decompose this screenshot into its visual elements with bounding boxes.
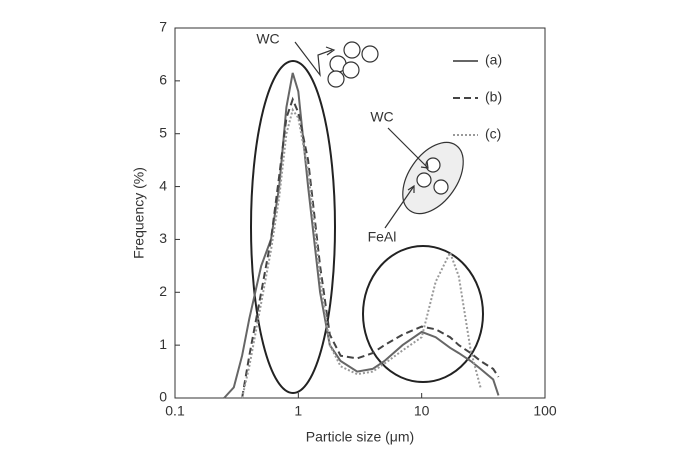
ellipse <box>250 60 336 394</box>
composite-particle <box>402 141 464 215</box>
feal-matrix <box>402 141 464 215</box>
arrow <box>294 41 333 78</box>
y-tick-label: 3 <box>159 230 167 246</box>
y-tick-label: 6 <box>159 72 167 88</box>
arrows <box>294 41 429 229</box>
plot-frame <box>174 27 546 399</box>
wc-particles <box>327 41 379 88</box>
y-tick-label: 4 <box>159 177 167 193</box>
particle <box>327 70 345 88</box>
series-line <box>223 72 500 399</box>
annotation: FeAl <box>368 229 397 245</box>
annotation-shapes <box>250 60 484 394</box>
y-tick-label: 5 <box>159 124 167 140</box>
y-axis-label: Frequency (%) <box>131 167 147 259</box>
arrow-head <box>407 184 415 193</box>
particle <box>433 179 449 195</box>
legend-label: (c) <box>485 126 501 142</box>
series-line <box>241 107 482 399</box>
arrow-head <box>420 160 429 169</box>
x-tick-label: 0.1 <box>165 403 185 419</box>
ellipse <box>362 245 484 383</box>
y-tick-label: 1 <box>159 336 167 352</box>
legend-label: (b) <box>485 89 502 105</box>
particle <box>361 45 379 63</box>
y-tick-label: 7 <box>159 19 167 35</box>
x-tick-label: 10 <box>414 403 430 419</box>
annotation: WC <box>256 31 279 47</box>
y-tick-label: 0 <box>159 389 167 405</box>
x-tick-label: 1 <box>294 403 302 419</box>
legend-label: (a) <box>485 52 502 68</box>
series-line <box>241 96 500 399</box>
x-tick-label: 100 <box>533 403 557 419</box>
arrow <box>384 185 415 229</box>
x-axis-label: Particle size (μm) <box>306 429 414 445</box>
particle <box>425 157 441 173</box>
y-tick-label: 2 <box>159 283 167 299</box>
arrow <box>387 127 429 169</box>
particle <box>343 41 361 59</box>
arrow-head <box>325 46 336 56</box>
particle <box>342 61 360 79</box>
annotation: WC <box>370 109 393 125</box>
particle <box>416 172 432 188</box>
